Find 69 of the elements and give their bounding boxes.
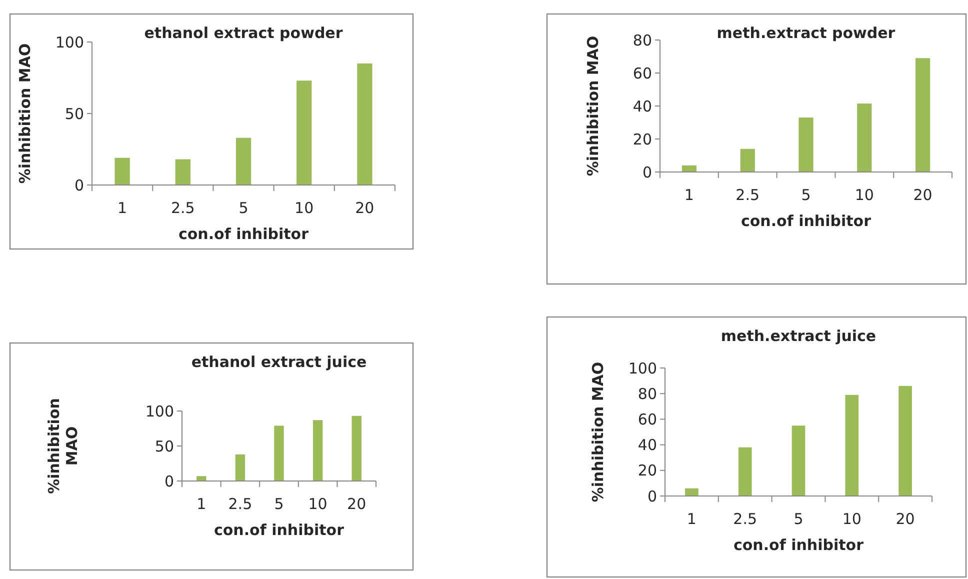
chart-title: meth.extract juice [720,327,876,345]
y-axis-title: %inhibition MAO [584,36,602,176]
x-tick-label: 2.5 [733,510,758,528]
chart-title: ethanol extract powder [144,24,344,42]
bar [682,165,696,172]
x-axis-title: con.of inhibitor [740,212,872,230]
bar [857,104,872,172]
x-tick-label: 1 [118,199,128,217]
bar [196,476,206,481]
x-tick-label: 20 [896,510,915,528]
x-tick-label: 2.5 [736,186,760,204]
bar [357,63,372,185]
chart-title: ethanol extract juice [191,353,367,371]
y-axis-title: %inhibition MAO [589,362,607,502]
bar [685,488,698,496]
bar [274,426,284,481]
bar [916,58,930,172]
y-tick-label: 80 [632,31,652,50]
bar [235,454,246,481]
bar [312,420,323,481]
bar [352,416,362,481]
bar [792,426,806,496]
y-tick-label: 40 [632,97,652,116]
x-tick-label: 20 [347,495,366,513]
y-axis-title: %inhibition MAO [45,398,81,494]
bar [798,118,814,172]
bar [175,159,190,185]
y-tick-label: 60 [632,64,652,82]
y-tick-label: 40 [638,436,657,454]
y-tick-label: 80 [638,384,657,403]
bar [740,148,755,172]
bar [114,158,130,185]
x-axis-title: con.of inhibitor [178,225,310,243]
y-tick-label: 0 [74,176,84,194]
x-tick-label: 10 [308,495,328,513]
y-tick-label: 20 [632,130,652,148]
y-axis-title: %inhibition MAO [16,43,34,184]
x-tick-label: 20 [913,186,932,204]
x-tick-label: 10 [854,186,874,204]
bar [845,394,859,496]
bar [236,138,252,185]
chart-title: meth.extract powder [716,24,896,42]
x-axis-title: con.of inhibitor [214,521,345,539]
y-tick-label: 100 [628,359,657,378]
x-tick-label: 1 [686,510,696,528]
x-tick-label: 2.5 [170,199,195,217]
y-tick-label: 100 [145,402,174,420]
x-tick-label: 1 [684,186,694,204]
x-tick-label: 2.5 [228,495,252,513]
y-tick-label: 50 [64,104,84,123]
y-tick-label: 0 [164,472,174,490]
bar [296,80,312,185]
x-tick-label: 10 [842,510,862,528]
y-tick-label: 20 [638,462,657,480]
y-tick-label: 0 [647,487,657,506]
y-tick-label: 100 [55,33,84,52]
x-tick-label: 5 [801,186,811,204]
x-axis-title: con.of inhibitor [733,536,864,554]
x-tick-label: 10 [294,199,314,217]
x-tick-label: 5 [794,510,804,528]
y-tick-label: 0 [642,163,652,182]
x-tick-label: 1 [196,495,206,513]
bar [898,386,912,496]
x-tick-label: 5 [274,495,284,513]
y-tick-label: 50 [154,437,174,456]
x-tick-label: 5 [238,199,248,217]
y-tick-label: 60 [638,410,657,428]
x-tick-label: 20 [355,199,374,217]
bar [738,447,752,496]
